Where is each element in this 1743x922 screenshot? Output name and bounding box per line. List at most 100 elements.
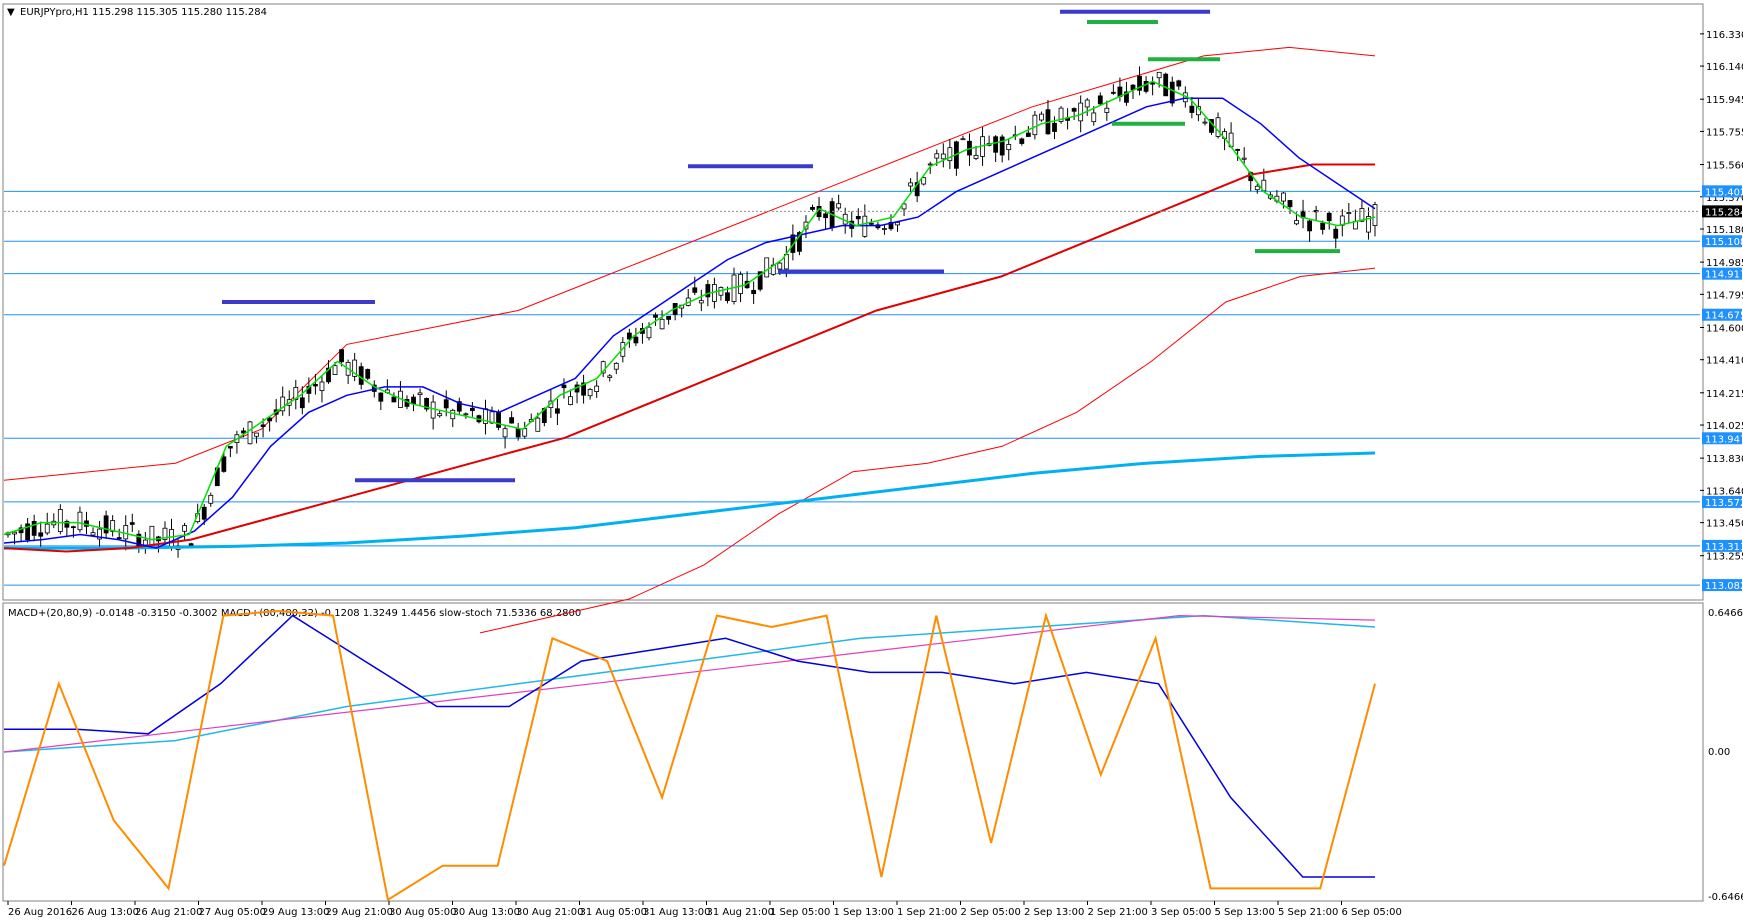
candle-body xyxy=(162,527,168,540)
candle-body xyxy=(607,375,613,378)
moving-averages xyxy=(3,80,1376,553)
price-tick-label: 113.640 xyxy=(1706,486,1743,497)
candle-body xyxy=(1058,107,1064,122)
candle-body xyxy=(267,417,273,422)
candle-body xyxy=(411,396,416,405)
candle-body xyxy=(1320,222,1326,230)
macd1-line xyxy=(4,614,1375,878)
candle-body xyxy=(973,154,979,159)
candle-body xyxy=(666,315,672,320)
candle-body xyxy=(613,362,619,370)
candle-body xyxy=(123,525,129,540)
price-tick-label: 115.370 xyxy=(1706,193,1743,204)
candle-body xyxy=(633,336,639,344)
candle-body xyxy=(319,381,325,392)
candle-body xyxy=(339,349,344,363)
candle-body xyxy=(515,428,521,438)
candle-body xyxy=(738,273,743,294)
candle-body xyxy=(332,365,338,375)
candle-body xyxy=(659,318,665,330)
candle-body xyxy=(44,523,50,534)
candle-body xyxy=(803,221,809,230)
level-tag-bg xyxy=(1702,267,1742,280)
candle-body xyxy=(594,385,600,392)
candle-body xyxy=(934,153,940,159)
candle-body xyxy=(358,366,364,385)
candle-body xyxy=(653,314,658,318)
candle-body xyxy=(705,284,711,298)
candle-body xyxy=(882,228,887,230)
candle-body xyxy=(940,153,946,160)
stoch-line xyxy=(3,609,1376,902)
band-upper-line xyxy=(3,46,1376,481)
candle-body xyxy=(417,392,423,396)
candle-body xyxy=(90,532,96,536)
band-lower-line xyxy=(479,267,1376,634)
candle-body xyxy=(182,525,187,532)
candle-body xyxy=(1254,185,1260,191)
candle-body xyxy=(1163,73,1169,97)
level-tag-label: 113.082 xyxy=(1705,581,1743,592)
indicator-header: MACD+(20,80,9) -0.0148 -0.3150 -0.3002 M… xyxy=(8,608,581,619)
candle-body xyxy=(313,384,318,387)
candle-body xyxy=(241,430,246,434)
candle-body xyxy=(725,292,730,302)
time-tick-label: 2 Sep 13:00 xyxy=(1024,907,1084,918)
candle-body xyxy=(1241,157,1247,160)
candle-body xyxy=(299,397,305,409)
candle-body xyxy=(1143,80,1149,92)
time-tick-label: 30 Aug 05:00 xyxy=(389,907,456,918)
candle-body xyxy=(110,520,116,532)
indicator-tick-label: 0.6466 xyxy=(1708,608,1743,619)
price-tick-label: 115.560 xyxy=(1706,161,1743,172)
current-price-label: 115.284 xyxy=(1705,207,1743,218)
candle-body xyxy=(1006,144,1012,151)
candle-body xyxy=(142,539,148,546)
time-tick-label: 29 Aug 21:00 xyxy=(326,907,393,918)
ohlc-header: 115.298 115.305 115.280 115.284 xyxy=(92,7,267,18)
candle-body xyxy=(64,520,70,528)
level-tag-bg xyxy=(1702,579,1742,592)
candle-body xyxy=(908,182,914,187)
time-tick-label: 31 Aug 21:00 xyxy=(707,907,774,918)
price-tick-label: 114.410 xyxy=(1706,356,1743,367)
ma-fast-line xyxy=(3,80,1376,541)
level-tag-bg xyxy=(1702,539,1742,552)
candle-body xyxy=(1025,132,1031,137)
level-tag-bg xyxy=(1702,308,1742,321)
candle-body xyxy=(626,332,632,340)
candle-body xyxy=(927,163,933,166)
candle-body xyxy=(97,528,102,540)
current-price-tag: 115.284 xyxy=(4,205,1743,218)
candle-body xyxy=(555,408,560,414)
candle-body xyxy=(496,412,501,428)
price-tick-label: 114.795 xyxy=(1706,290,1743,301)
chart-dropdown-icon[interactable]: ▼ xyxy=(7,7,15,18)
candle-body xyxy=(960,138,966,141)
candle-body xyxy=(502,428,508,438)
candle-body xyxy=(1202,121,1208,124)
bollinger-bands xyxy=(3,46,1376,634)
candle-body xyxy=(293,386,299,400)
price-tick-label: 115.180 xyxy=(1706,225,1743,236)
candle-body xyxy=(1124,91,1129,103)
symbol-header: EURJPYpro,H1 xyxy=(20,7,89,18)
time-tick-label: 26 Aug 21:00 xyxy=(135,907,202,918)
candle-body xyxy=(895,222,900,226)
indicator-tick-label: -0.6466 xyxy=(1708,892,1743,903)
candle-body xyxy=(129,522,135,525)
candle-body xyxy=(463,413,469,416)
candle-body xyxy=(1032,114,1038,136)
candle-body xyxy=(1078,102,1084,122)
time-tick-label: 1 Sep 21:00 xyxy=(897,907,957,918)
ma-mid-line xyxy=(3,97,1376,549)
candle-body xyxy=(757,271,763,290)
candle-body xyxy=(1176,80,1182,87)
price-tick-label: 116.140 xyxy=(1706,62,1743,73)
candle-body xyxy=(1235,149,1241,151)
candle-body xyxy=(365,369,371,379)
candle-body xyxy=(1110,91,1116,94)
candle-body xyxy=(103,515,109,534)
price-tick-label: 114.025 xyxy=(1706,421,1743,432)
price-tick-label: 113.255 xyxy=(1706,552,1743,563)
